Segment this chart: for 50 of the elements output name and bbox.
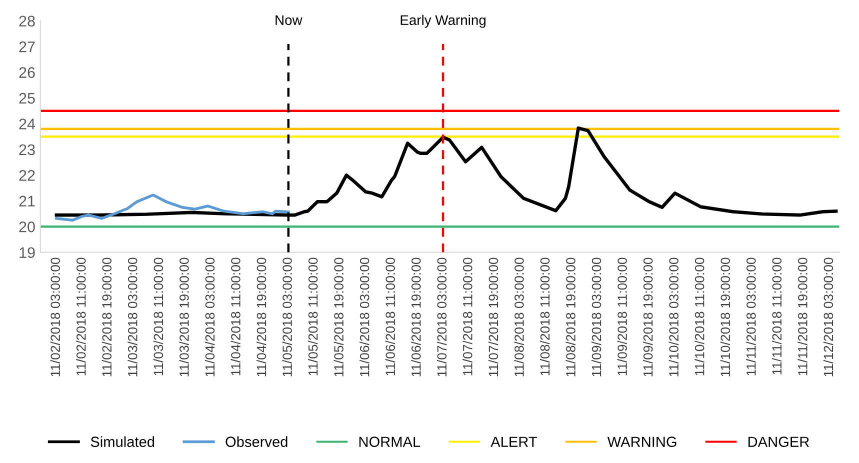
x-tick-label: 11/07/2018 03:00:00	[436, 258, 447, 376]
x-tick-label: 11/09/2018 19:00:00	[643, 258, 653, 376]
legend-label: WARNING	[607, 436, 676, 447]
x-tick-label: 11/08/2018 19:00:00	[566, 258, 576, 376]
y-tick-label: 24	[19, 118, 36, 130]
x-tick-label: 11/06/2018 03:00:00	[360, 258, 370, 376]
x-tick-label: 11/11/2018 11:00:00	[772, 258, 782, 374]
x-tick-label: 11/06/2018 11:00:00	[385, 258, 396, 376]
x-tick-label: 11/05/2018 19:00:00	[334, 258, 344, 376]
ref-line-label: Now	[276, 15, 302, 26]
legend-label: Observed	[226, 436, 288, 447]
x-tick-label: 11/02/2018 11:00:00	[76, 258, 86, 376]
legend-label: Simulated	[90, 436, 154, 447]
y-tick-label: 23	[19, 144, 35, 156]
y-tick-label: 27	[19, 41, 35, 52]
y-tick-label: 19	[20, 247, 35, 258]
x-tick-label: 11/04/2018 03:00:00	[204, 258, 215, 376]
x-tick-label: 11/09/2018 03:00:00	[592, 258, 602, 376]
x-tick-label: 11/10/2018 19:00:00	[720, 258, 730, 376]
x-tick-label: 11/06/2018 19:00:00	[411, 258, 421, 376]
y-tick-label: 26	[19, 67, 35, 78]
y-tick-label: 21	[19, 196, 35, 206]
x-tick-label: 11/04/2018 11:00:00	[230, 258, 240, 376]
legend-label: ALERT	[490, 436, 538, 447]
x-tick-label: 11/02/2018 03:00:00	[50, 258, 60, 376]
x-tick-label: 11/09/2018 11:00:00	[617, 258, 627, 376]
x-tick-label: 11/08/2018 11:00:00	[540, 258, 550, 376]
x-tick-label: 11/05/2018 03:00:00	[282, 258, 292, 376]
x-tick-label: 11/07/2018 19:00:00	[488, 258, 498, 376]
y-tick-label: 25	[19, 92, 35, 104]
ref-line-label: Early Warning	[400, 14, 486, 28]
legend-label: DANGER	[748, 436, 810, 447]
x-tick-label: 11/10/2018 11:00:00	[694, 258, 704, 376]
x-tick-label: 11/03/2018 11:00:00	[153, 258, 164, 376]
x-tick-label: 11/08/2018 03:00:00	[514, 258, 524, 376]
x-tick-label: 11/10/2018 03:00:00	[668, 258, 678, 376]
legend-label: NORMAL	[359, 436, 420, 447]
x-tick-label: 11/04/2018 19:00:00	[256, 258, 266, 376]
x-tick-label: 11/03/2018 03:00:00	[128, 258, 138, 376]
line-series	[55, 194, 290, 222]
x-tick-label: 11/03/2018 19:00:00	[179, 258, 189, 376]
x-tick-label: 11/05/2018 11:00:00	[308, 258, 318, 376]
x-tick-label: 11/07/2018 11:00:00	[462, 258, 472, 376]
y-tick-label: 20	[19, 221, 35, 232]
x-tick-label: 11/11/2018 19:00:00	[798, 258, 808, 376]
y-tick-label: 28	[19, 16, 35, 27]
x-tick-label: 11/12/2018 03:00:00	[823, 258, 834, 376]
x-tick-label: 11/02/2018 19:00:00	[102, 258, 112, 376]
y-tick-label: 22	[19, 170, 35, 181]
x-tick-label: 11/11/2018 03:00:00	[746, 258, 756, 376]
